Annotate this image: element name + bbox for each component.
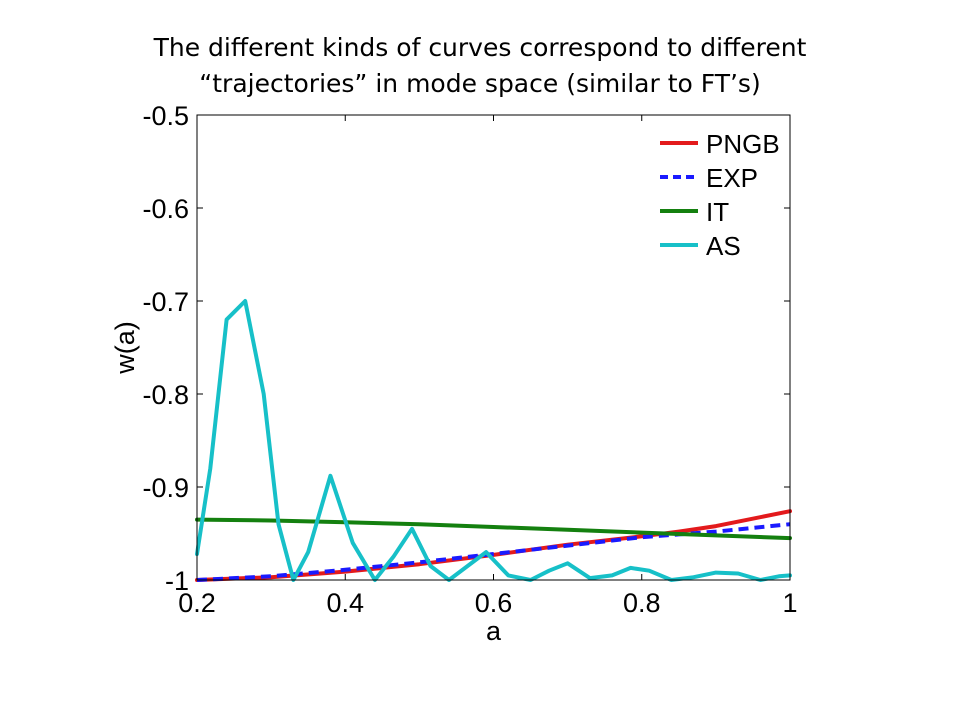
y-tick-label: -0.8 <box>142 380 189 410</box>
legend-label-pngb: PNGB <box>706 129 780 159</box>
slide-title: The different kinds of curves correspond… <box>0 30 960 102</box>
y-tick-label: -0.5 <box>142 101 189 131</box>
legend-label-it: IT <box>706 197 729 227</box>
y-tick-label: -1 <box>165 566 189 596</box>
plot-area <box>195 299 792 582</box>
legend-label-as: AS <box>706 231 741 261</box>
x-tick-label: 0.2 <box>178 588 216 618</box>
x-tick-label: 0.8 <box>623 588 661 618</box>
x-tick-label: 0.6 <box>475 588 513 618</box>
x-tick-label: 1 <box>782 588 797 618</box>
slide-title-line-2: “trajectories” in mode space (similar to… <box>199 69 761 98</box>
series-line-pngb <box>195 509 792 582</box>
x-tick-label: 0.4 <box>326 588 364 618</box>
legend-label-exp: EXP <box>706 163 758 193</box>
y-tick-label: -0.6 <box>142 194 189 224</box>
y-axis-label: w(a) <box>110 321 140 375</box>
series-line-as <box>195 299 792 582</box>
y-tick-label: -0.9 <box>142 473 189 503</box>
axes-box <box>196 114 791 581</box>
x-axis-label: a <box>486 616 502 646</box>
y-tick-label: -0.7 <box>142 287 189 317</box>
slide-title-line-1: The different kinds of curves correspond… <box>153 33 807 62</box>
legend: PNGB EXP IT AS <box>660 129 780 261</box>
series-line-it <box>195 517 792 541</box>
axes: 0.2 0.4 0.6 0.8 1 -0.5 -0.6 -0.7 -0.8 -0.9 -1 a w(a) <box>110 101 798 646</box>
